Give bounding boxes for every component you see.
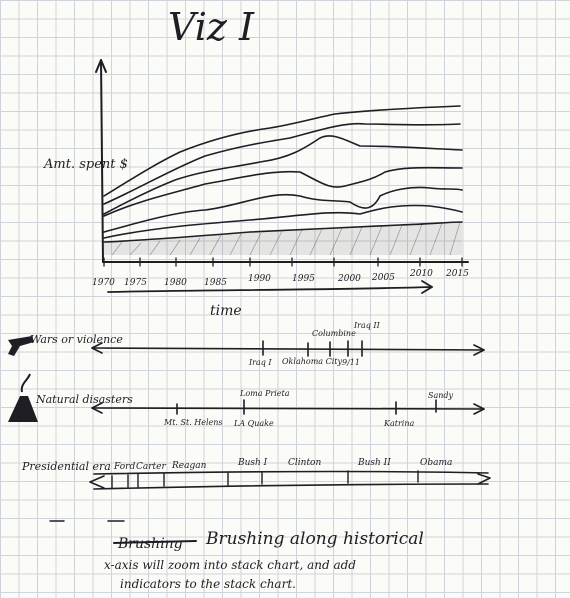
event-la-quake: LA Quake [233,419,274,428]
series-line-1 [103,221,463,243]
disasters-left-arrowhead [91,402,103,414]
tick-label-2015: 2015 [445,269,469,279]
series-line-5 [103,135,463,215]
hatched-base-layer [104,222,462,255]
timeline-disasters: Natural disasters Mt. St. Helens Loma Pr… [8,373,485,428]
design-notes: Brushing Brushing along historical x-axi… [104,529,424,591]
tick-label-1995: 1995 [292,274,315,284]
tick-label-1980: 1980 [164,278,187,288]
time-label: time [210,303,242,319]
x-ticks [103,257,463,267]
era-ford: Ford [113,462,135,472]
era-reagan: Reagan [171,461,207,471]
y-axis-label: Amt. spent $ [43,157,128,172]
strikethrough-line [113,540,197,544]
era-carter: Carter [136,462,166,472]
presidents-axis-top [93,470,489,475]
y-axis-arrow [95,59,107,73]
page-title: Viz I [168,5,255,49]
wars-left-arrowhead [91,342,103,354]
era-bush-1: Bush I [237,458,268,468]
timeline-presidents: Presidential era Ford Carter Reagan Bush… [21,458,491,490]
event-columbine: Columbine [312,329,356,338]
event-iraq-2: Iraq II [353,321,381,330]
event-iraq-1: Iraq I [248,358,272,367]
notes-line-2: x-axis will zoom into stack chart, and a… [104,558,356,572]
time-arrowhead [421,280,433,294]
era-bush-2: Bush II [357,458,391,468]
presidents-era-dividers [111,470,419,489]
gun-icon [8,336,34,356]
volcano-icon [8,373,38,422]
tick-label-1985: 1985 [204,278,227,288]
x-tick-labels: 1970 1975 1980 1985 1990 1995 2000 2005 … [92,269,469,288]
series-line-2 [103,204,463,239]
stack-series-lines [103,105,463,243]
tick-label-1990: 1990 [248,274,271,284]
timeline-wars: Wars or violence Iraq I Oklahoma City Co… [8,321,485,367]
disasters-right-arrowhead [473,403,485,415]
disasters-axis-line [91,407,485,410]
tick-label-2000: 2000 [337,274,361,284]
tick-label-2010: 2010 [409,269,433,279]
event-oklahoma-city: Oklahoma City [282,357,342,366]
tick-label-2005: 2005 [371,273,395,283]
tick-label-1970: 1970 [92,278,115,288]
presidents-left-arrowhead [89,475,105,489]
presidents-right-arrowhead [477,473,491,485]
era-obama: Obama [420,458,452,468]
timeline-label-wars: Wars or violence [30,333,123,346]
series-line-4 [103,166,463,217]
hatch-lines [111,221,461,256]
era-clinton: Clinton [288,458,321,468]
wars-event-ticks [262,340,363,357]
notes-line-1: Brushing along historical [205,529,424,549]
event-katrina: Katrina [383,419,414,428]
wars-right-arrowhead [473,344,485,356]
stack-chart: Amt. spent $ 1970 1 [43,59,469,319]
event-mt-st-helens: Mt. St. Helens [163,418,223,427]
timeline-label-presidents: Presidential era [21,460,111,473]
series-line-7 [103,105,461,197]
disasters-event-ticks [176,399,437,415]
struck-word: Brushing [117,536,183,552]
y-axis [100,59,104,263]
event-9-11: 9/11 [342,358,360,367]
time-axis-arrow [107,286,433,293]
notes-line-3: indicators to the stack chart. [120,577,296,591]
series-line-6 [103,122,461,205]
tick-label-1975: 1975 [124,278,147,288]
event-loma-prieta: Loma Prieta [239,389,290,398]
timeline-label-disasters: Natural disasters [35,393,133,406]
series-line-3 [103,186,463,233]
wars-axis-line [91,347,485,351]
event-sandy: Sandy [428,391,454,400]
presidents-axis-bottom [93,483,489,490]
